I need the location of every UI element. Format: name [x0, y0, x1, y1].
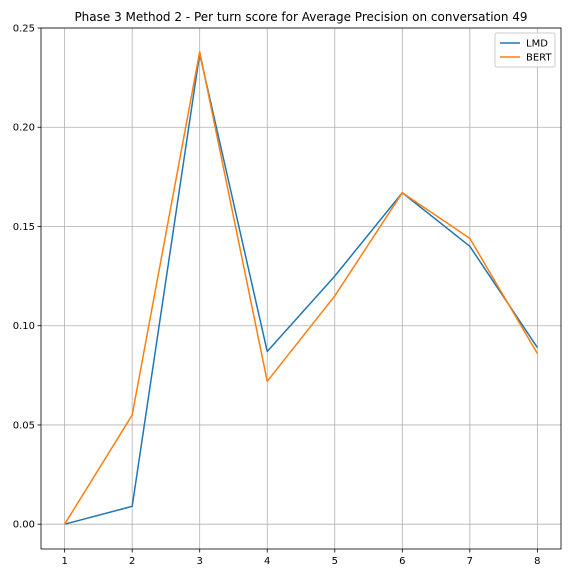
x-tick-label: 7: [467, 556, 473, 567]
y-axis: 0.00 0.05 0.10 0.15 0.20 0.25: [13, 24, 41, 531]
x-tick-label: 4: [264, 556, 270, 567]
legend-label-bert: BERT: [526, 53, 552, 64]
x-tick-label: 6: [399, 556, 405, 567]
chart-title: Phase 3 Method 2 - Per turn score for Av…: [74, 10, 527, 24]
y-tick-label: 0.05: [13, 420, 35, 431]
y-tick-label: 0.20: [13, 123, 35, 134]
series-line-lmd: [64, 53, 538, 525]
x-tick-label: 3: [197, 556, 203, 567]
x-tick-label: 5: [332, 556, 338, 567]
series-line-bert: [64, 51, 539, 525]
legend-box: [494, 32, 556, 68]
y-tick-label: 0.25: [13, 24, 35, 35]
x-axis: 1 2 3 4 5 6 7 8: [61, 549, 541, 567]
y-tick-label: 0.10: [13, 321, 35, 332]
x-tick-label: 2: [129, 556, 135, 567]
series-group: [64, 51, 539, 525]
legend: LMD BERT: [494, 32, 556, 68]
y-tick-label: 0.15: [13, 222, 35, 233]
axes-frame: [40, 27, 562, 550]
y-tick-label: 0.00: [13, 520, 35, 531]
x-tick-label: 1: [61, 556, 67, 567]
x-tick-label: 8: [534, 556, 540, 567]
legend-label-lmd: LMD: [526, 39, 548, 50]
grid: [41, 27, 561, 549]
